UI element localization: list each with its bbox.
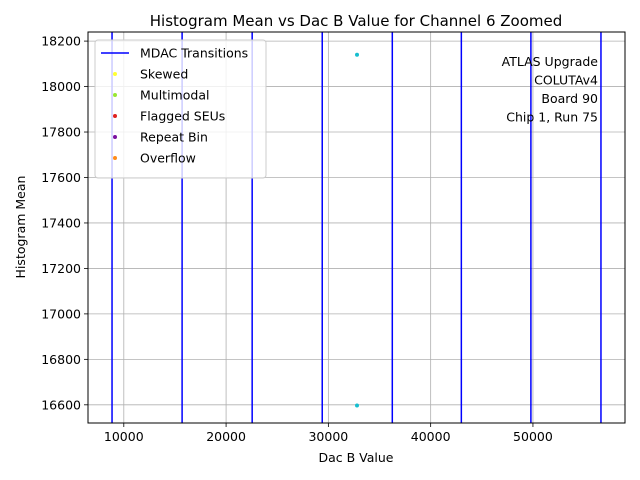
- legend-label: Multimodal: [140, 88, 209, 103]
- x-tick-label: 30000: [308, 429, 348, 444]
- plot-frame: [87, 31, 626, 424]
- legend-swatch-point: [113, 114, 117, 118]
- legend-label: Skewed: [140, 67, 188, 82]
- x-tick-label: 50000: [513, 429, 553, 444]
- y-tick-label: 17800: [41, 125, 81, 140]
- legend-label: Repeat Bin: [140, 130, 208, 145]
- x-tick-label: 10000: [104, 429, 144, 444]
- legend-box: [94, 39, 267, 179]
- legend-swatch-point: [113, 93, 117, 97]
- annotation-line: COLUTAv4: [534, 73, 598, 88]
- y-tick-label: 18200: [41, 34, 81, 49]
- run-annotation: ATLAS Upgrade COLUTAv4 Board 90 Chip 1, Run…: [502, 54, 599, 125]
- legend-label: MDAC Transitions: [140, 46, 248, 61]
- legend-label: Overflow: [140, 151, 196, 166]
- y-axis-title: Histogram Mean: [13, 176, 28, 279]
- chart-title: Histogram Mean vs Dac B Value for Channe…: [150, 12, 563, 30]
- axis-ticks: 10000 20000 30000 40000 50000 16600 16800 17000…: [41, 34, 553, 444]
- legend: MDAC Transitions Skewed Multimodal Flagged …: [94, 39, 267, 179]
- y-tick-label: 16600: [41, 397, 81, 412]
- y-tick-label: 18000: [41, 79, 81, 94]
- annotation-line: Chip 1, Run 75: [506, 110, 598, 125]
- annotation-line: ATLAS Upgrade: [502, 54, 599, 69]
- y-tick-label: 17200: [41, 261, 81, 276]
- annotation-line: Board 90: [541, 91, 598, 106]
- y-tick-label: 17400: [41, 215, 81, 230]
- legend-swatch-point: [113, 72, 117, 76]
- legend-swatch-point: [113, 156, 117, 160]
- data-point: [355, 403, 360, 408]
- y-tick-label: 17000: [41, 306, 81, 321]
- legend-swatch-point: [113, 135, 117, 139]
- y-tick-label: 17600: [41, 170, 81, 185]
- x-tick-label: 20000: [206, 429, 246, 444]
- data-point: [355, 52, 360, 57]
- grid: [88, 32, 625, 423]
- x-tick-label: 40000: [411, 429, 451, 444]
- legend-label: Flagged SEUs: [140, 109, 225, 124]
- y-tick-label: 16800: [41, 352, 81, 367]
- x-axis-title: Dac B Value: [318, 450, 393, 465]
- data-points: [355, 52, 360, 408]
